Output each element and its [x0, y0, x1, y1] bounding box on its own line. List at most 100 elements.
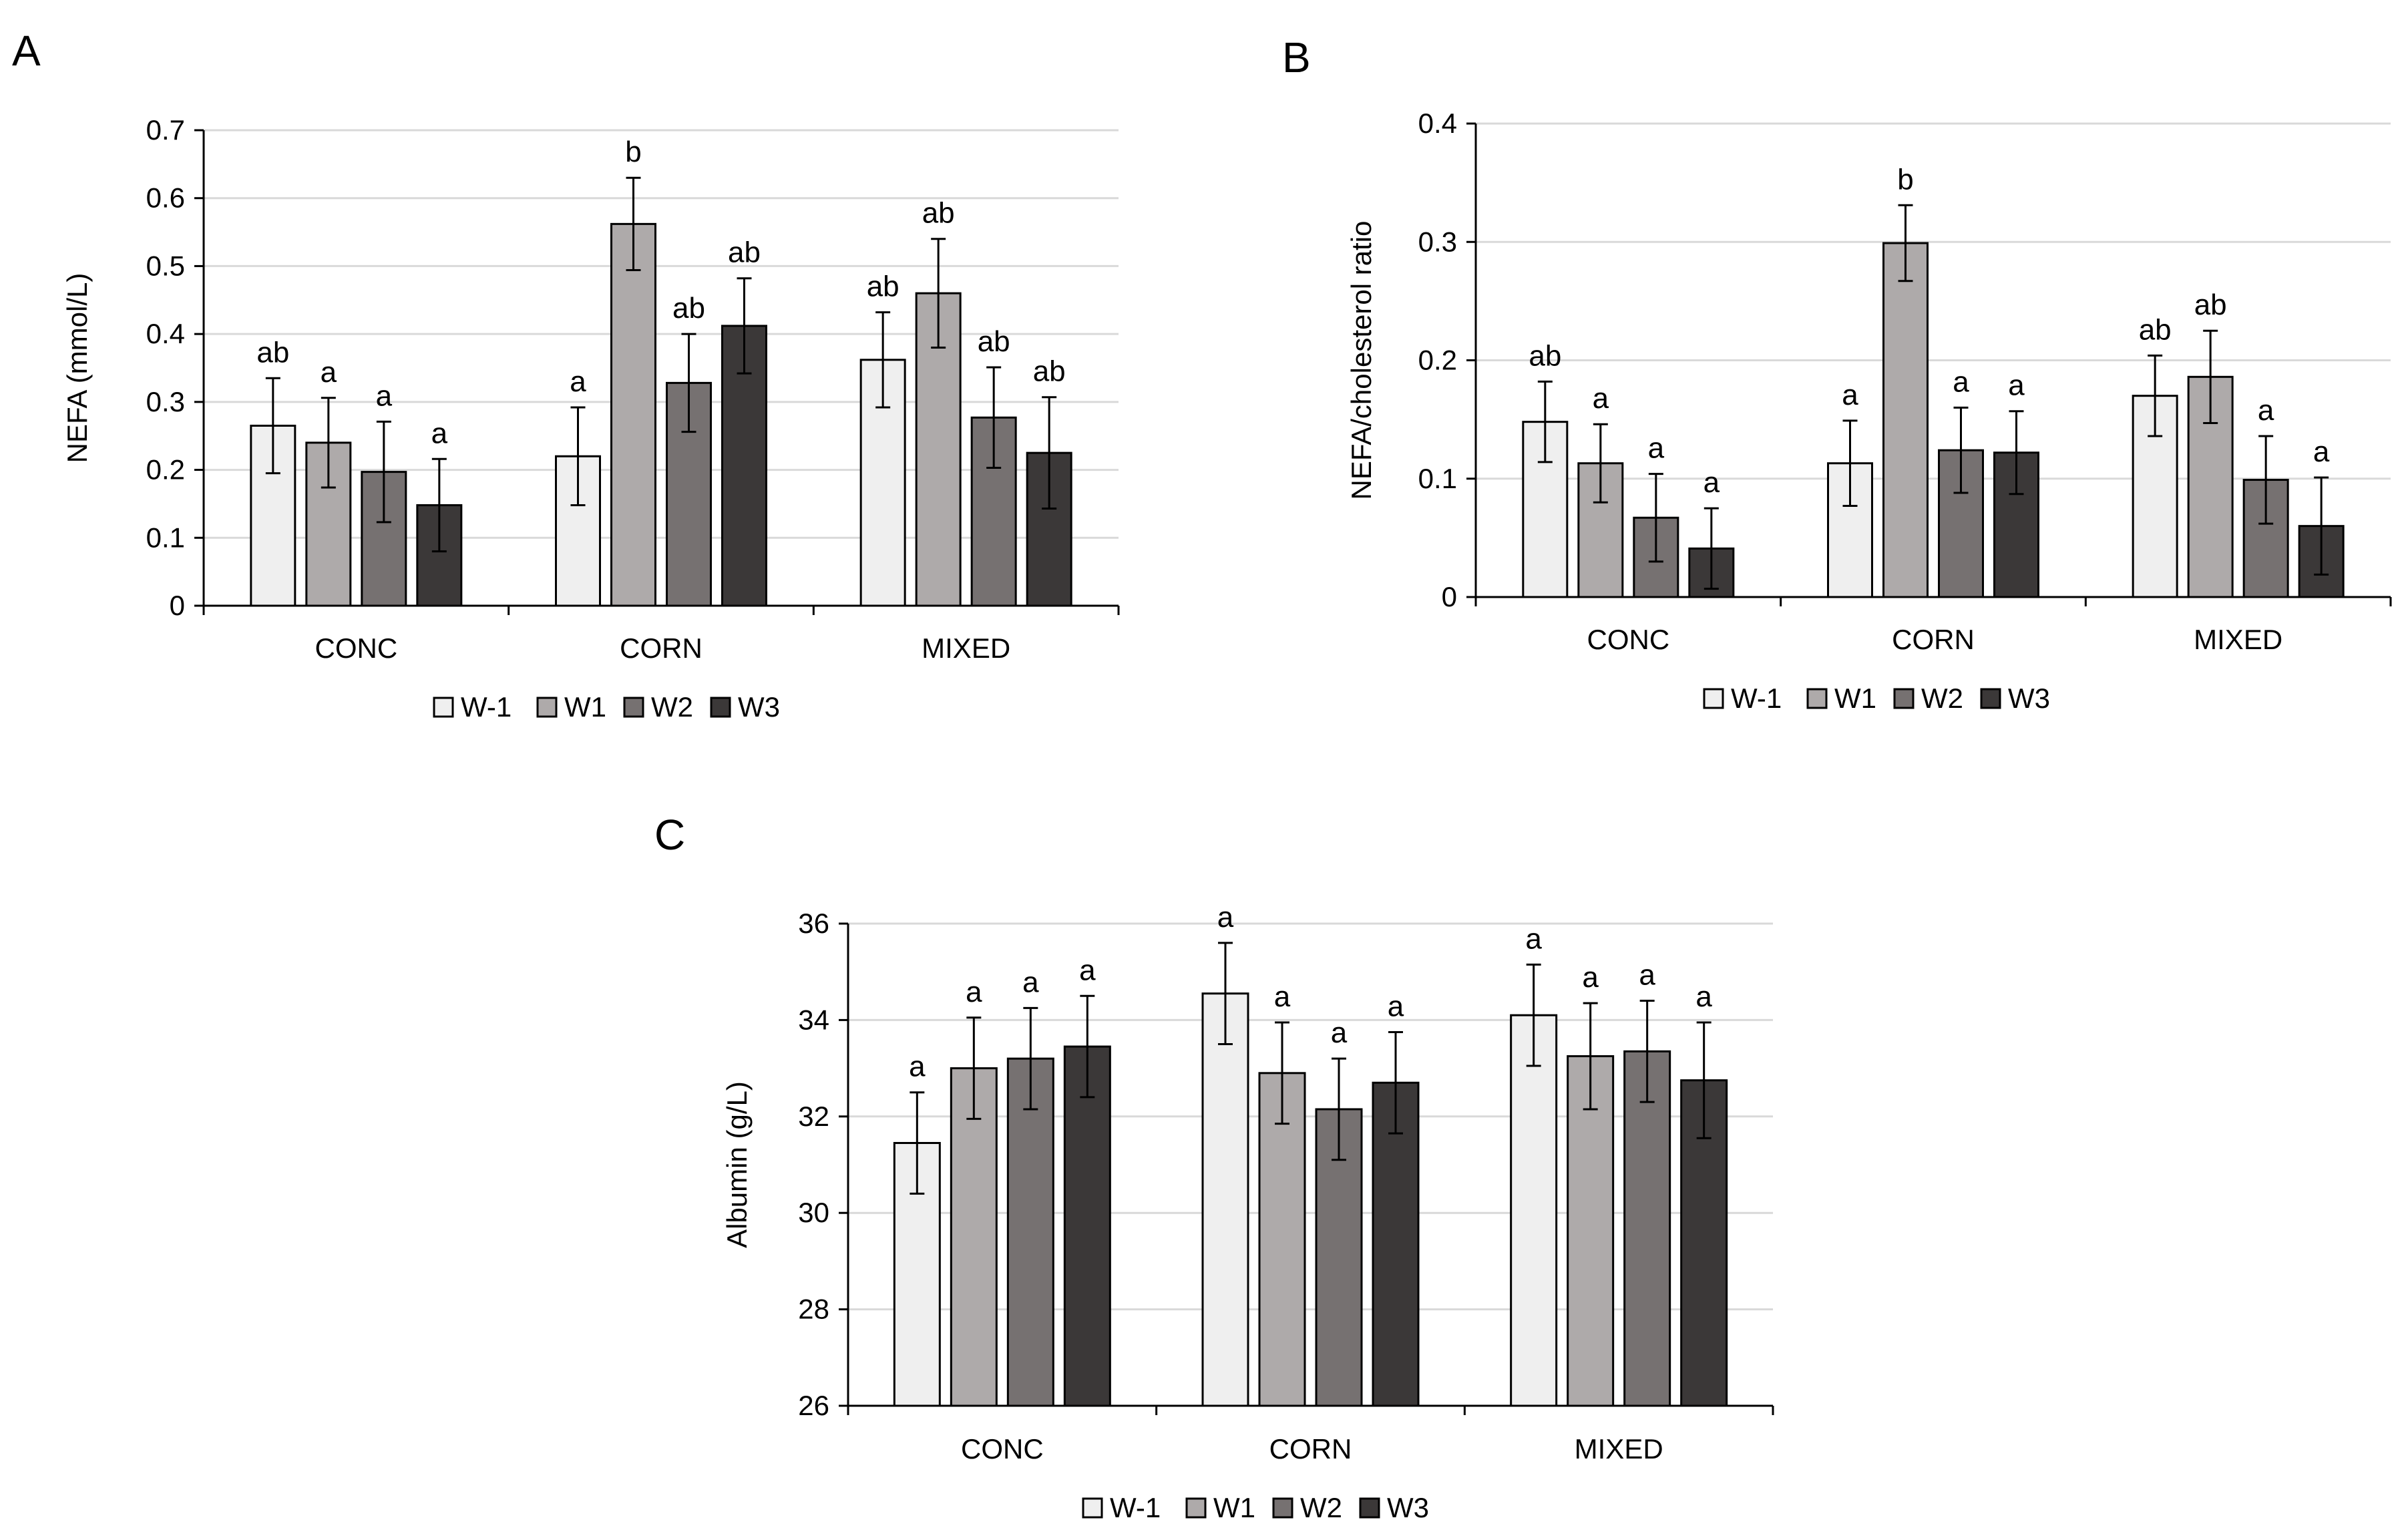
y-tick-label: 0.2 — [146, 454, 185, 486]
legend-label: W3 — [1387, 1492, 1429, 1523]
category-label: MIXED — [2194, 624, 2282, 655]
y-axis-title: NEFA (mmol/L) — [61, 273, 93, 463]
category-label: CORN — [1892, 624, 1975, 655]
legend-swatch — [536, 697, 558, 718]
legend: W-1 W1 W2 W3 — [1703, 683, 2050, 714]
y-tick-label: 34 — [798, 1004, 829, 1035]
y-tick-label: 0 — [1442, 581, 1457, 612]
legend-swatch — [1806, 688, 1828, 709]
significance-label: b — [1897, 163, 1913, 196]
legend: W-1 W1 W2 W3 — [433, 691, 780, 723]
chart-c: 26 28 30 32 34 36 CONC a a a a CORN a a a a MIXED a a a a C Al… — [654, 811, 1774, 1523]
significance-label: a — [1274, 980, 1291, 1013]
category-label: CONC — [961, 1433, 1044, 1465]
y-axis-title: NEFA/cholesterol ratio — [1346, 221, 1377, 500]
significance-label: a — [909, 1050, 926, 1083]
significance-label: a — [1648, 432, 1665, 465]
significance-label: ab — [2139, 313, 2172, 346]
significance-label: a — [1525, 922, 1542, 955]
significance-label: ab — [672, 292, 705, 325]
y-tick-label: 32 — [798, 1101, 829, 1132]
legend-label: W-1 — [1110, 1492, 1161, 1523]
significance-label: a — [431, 417, 448, 449]
legend-swatch — [1272, 1497, 1293, 1519]
category-label: MIXED — [922, 632, 1010, 664]
significance-label: a — [1582, 961, 1599, 994]
significance-label: ab — [728, 236, 761, 269]
bar — [1827, 462, 1873, 598]
y-tick-label: 0.1 — [1418, 463, 1457, 494]
significance-label: a — [2313, 435, 2330, 468]
panel-letter: C — [654, 811, 685, 859]
legend-swatch — [1359, 1497, 1380, 1519]
significance-label: a — [1388, 990, 1404, 1022]
y-tick-label: 0.4 — [1418, 108, 1457, 139]
bar — [1623, 1050, 1671, 1407]
legend-label: W2 — [651, 691, 693, 723]
y-tick-label: 0.3 — [146, 386, 185, 417]
legend-label: W1 — [1213, 1492, 1255, 1523]
significance-label: a — [1695, 980, 1712, 1013]
category-label: CORN — [620, 632, 703, 664]
y-tick-label: 0.7 — [146, 114, 185, 146]
bar — [1633, 516, 1679, 598]
significance-label: ab — [978, 325, 1010, 358]
bar — [1063, 1045, 1111, 1407]
category-label: MIXED — [1575, 1433, 1663, 1465]
chart-a: 00.10.20.30.40.50.60.7CONCabaaaCORNababa… — [12, 27, 1120, 723]
significance-label: a — [1022, 966, 1039, 998]
significance-label: a — [376, 379, 393, 412]
significance-label: ab — [1529, 339, 1561, 372]
category-label: CORN — [1269, 1433, 1352, 1465]
significance-label: a — [1331, 1016, 1348, 1049]
plot-area: 00.10.20.30.40.50.60.7CONCabaaaCORNababa… — [146, 114, 1120, 664]
significance-label: ab — [1033, 355, 1066, 388]
significance-label: a — [1593, 382, 1609, 415]
y-tick-label: 0.3 — [1418, 226, 1457, 257]
legend-swatch — [1185, 1497, 1207, 1519]
legend: W-1 W1 W2 W3 — [1082, 1492, 1429, 1523]
category-label: CONC — [315, 632, 397, 664]
legend-label: W-1 — [461, 691, 512, 723]
significance-label: ab — [256, 336, 289, 369]
bar — [950, 1067, 998, 1407]
significance-label: a — [1079, 954, 1096, 986]
significance-label: a — [321, 356, 337, 389]
y-tick-label: 0.4 — [146, 318, 185, 349]
legend-swatch — [1893, 688, 1915, 709]
y-tick-label: 0.2 — [1418, 345, 1457, 376]
significance-label: a — [1842, 379, 1858, 411]
legend-label: W2 — [1300, 1492, 1342, 1523]
legend-swatch — [1980, 688, 2001, 709]
y-tick-label: 36 — [798, 908, 829, 939]
panel-letter: B — [1282, 33, 1311, 81]
bar — [1006, 1057, 1054, 1407]
bar — [1201, 992, 1249, 1407]
y-tick-label: 0 — [170, 590, 185, 621]
bar — [1882, 242, 1929, 598]
significance-label: a — [1639, 959, 1655, 992]
y-tick-label: 30 — [798, 1197, 829, 1228]
category-label: CONC — [1587, 624, 1669, 655]
legend-label: W3 — [2008, 683, 2050, 714]
significance-label: a — [570, 365, 586, 398]
legend-label: W2 — [1921, 683, 1963, 714]
y-tick-label: 0.5 — [146, 250, 185, 281]
significance-label: b — [625, 136, 641, 168]
significance-label: a — [1217, 901, 1234, 934]
legend-swatch — [433, 697, 454, 718]
bar — [1510, 1014, 1558, 1407]
y-tick-label: 0.1 — [146, 522, 185, 553]
legend-swatch — [710, 697, 731, 718]
bar — [610, 222, 656, 607]
panel-letter: A — [12, 27, 41, 75]
legend-swatch — [1082, 1497, 1103, 1519]
legend-label: W-1 — [1731, 683, 1782, 714]
legend-swatch — [623, 697, 644, 718]
y-tick-label: 26 — [798, 1390, 829, 1421]
legend-swatch — [1703, 688, 1724, 709]
plot-area: 26 28 30 32 34 36 CONC a a a a CORN a a a a MIXED a a a a — [798, 901, 1774, 1465]
legend-label: W1 — [564, 691, 606, 723]
